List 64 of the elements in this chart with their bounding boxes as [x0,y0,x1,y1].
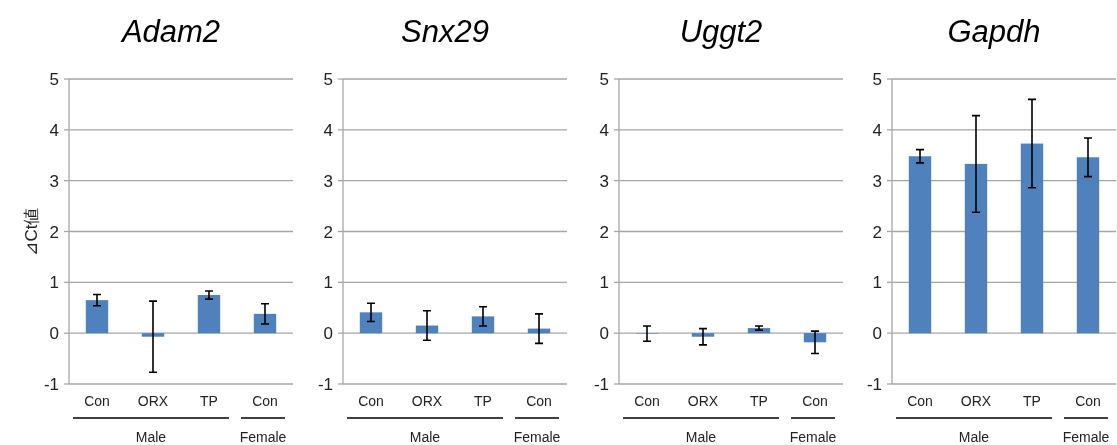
y-tick-label: 0 [872,324,882,344]
bar [85,300,109,334]
y-tick-label: 2 [872,222,882,242]
x-tick-label: Con [802,393,828,409]
y-tick-label: 2 [599,222,609,242]
y-tick-label: 2 [323,222,333,242]
y-tick-label: 0 [599,324,609,344]
y-tick-label: 5 [599,70,609,89]
y-tick-label: -1 [317,375,333,394]
text: Female [1062,429,1110,445]
y-axis-title: ⊿Ct値 [22,207,41,256]
x-tick-label: TP [474,393,492,409]
y-tick-label: -1 [866,375,882,394]
x-tick-label: ORX [687,393,719,409]
bar [908,156,932,334]
x-tick-label: ORX [960,393,992,409]
x-tick-label: ORX [411,393,443,409]
x-tick-label: TP [750,393,768,409]
bar [1076,157,1100,334]
y-tick-label: 3 [49,171,59,191]
y-tick-label: 5 [872,70,882,89]
y-tick-label: 1 [49,273,59,293]
y-tick-label: 5 [49,70,59,89]
y-tick-label: 1 [872,273,882,293]
text: Female [789,429,837,445]
chart-title: Snx29 [401,14,489,49]
text: Female [239,429,287,445]
text: Male [685,429,717,445]
bar [197,295,221,334]
bar [964,163,988,334]
x-tick-label: Con [634,393,660,409]
x-tick-label: Con [84,393,110,409]
x-tick-label: ORX [137,393,169,409]
y-tick-label: 3 [323,171,333,191]
y-tick-label: 3 [872,171,882,191]
y-tick-label: 4 [599,120,609,140]
bar [359,312,383,334]
chart-title: Adam2 [119,14,221,49]
y-tick-label: 3 [599,171,609,191]
x-tick-label: Con [1075,393,1101,409]
bar [1020,143,1044,334]
y-tick-label: 4 [323,120,333,140]
text: Male [958,429,990,445]
x-tick-label: TP [200,393,218,409]
text: Male [135,429,167,445]
x-tick-label: Con [907,393,933,409]
y-tick-label: 0 [49,324,59,344]
y-tick-label: 1 [323,273,333,293]
chart-title: Gapdh [947,14,1041,49]
y-tick-label: 0 [323,324,333,344]
x-tick-label: Con [252,393,278,409]
y-tick-label: 1 [599,273,609,293]
x-tick-label: Con [358,393,384,409]
x-tick-label: TP [1023,393,1041,409]
y-tick-label: 4 [872,120,882,140]
y-tick-label: 5 [323,70,333,89]
chart-title: Uggt2 [679,14,763,49]
y-tick-label: -1 [593,375,609,394]
y-tick-label: 2 [49,222,59,242]
y-tick-label: -1 [43,375,59,394]
y-tick-label: 4 [49,120,59,140]
text: Male [409,429,441,445]
text: Female [513,429,561,445]
x-tick-label: Con [526,393,552,409]
